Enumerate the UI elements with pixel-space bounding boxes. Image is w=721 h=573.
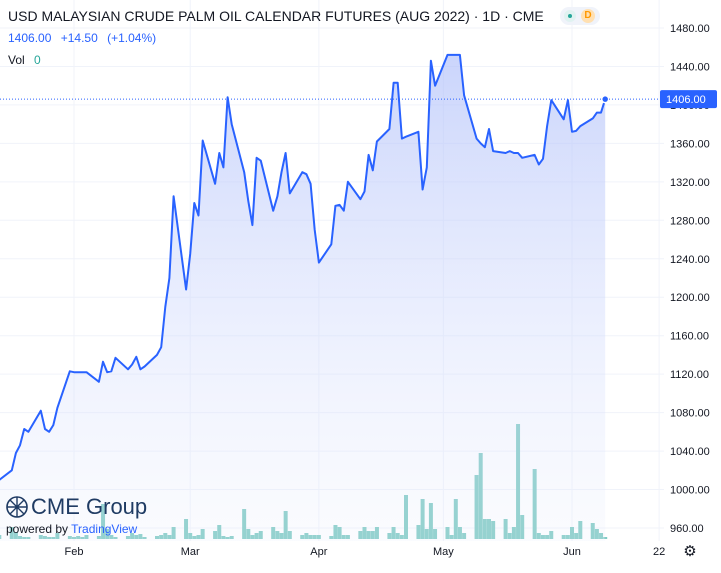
powered-by-text: powered by — [6, 522, 69, 536]
last-price: 1406.00 — [8, 31, 52, 45]
header-separator: · — [504, 8, 509, 24]
y-tick-label: 1240.00 — [670, 254, 710, 266]
gear-icon[interactable]: ⚙ — [683, 543, 697, 560]
y-tick-label: 1280.00 — [670, 215, 710, 227]
volume-label: Vol — [8, 53, 25, 67]
price-area-fill — [0, 54, 606, 541]
exchange-label: CME — [512, 8, 544, 24]
y-tick-label: 1000.00 — [670, 485, 710, 497]
last-price-point — [600, 94, 610, 104]
y-tick-label: 1120.00 — [670, 369, 709, 381]
header-separator: · — [473, 8, 479, 24]
dot-icon — [564, 10, 576, 22]
y-tick-label: 1080.00 — [670, 408, 710, 420]
price-tag-bg — [660, 90, 717, 109]
market-status-badge: D — [581, 9, 595, 23]
symbol-header[interactable]: USD MALAYSIAN CRUDE PALM OIL CALENDAR FU… — [8, 8, 544, 24]
cme-globe-icon — [6, 496, 28, 518]
quote-line: 1406.00 +14.50 (+1.04%) — [8, 31, 162, 45]
y-tick-label: 1480.00 — [670, 23, 710, 35]
volume-value: 0 — [34, 53, 41, 67]
price-tag: 1406.00 — [660, 90, 717, 109]
x-tick-label: Feb — [65, 546, 84, 558]
cme-logo: CME Group — [6, 494, 147, 520]
y-tick-label: 1040.00 — [670, 446, 710, 458]
symbol-title[interactable]: USD MALAYSIAN CRUDE PALM OIL CALENDAR FU… — [8, 8, 470, 24]
price-change-percent: (+1.04%) — [107, 31, 157, 45]
volume-legend[interactable]: Vol 0 — [8, 53, 41, 67]
y-tick-label: 1200.00 — [670, 292, 710, 304]
axes: 1480.001440.001400.001360.001320.001280.… — [65, 23, 717, 558]
x-tick-label: Mar — [181, 546, 200, 558]
y-tick-label: 1360.00 — [670, 138, 710, 150]
tradingview-link[interactable]: TradingView — [71, 522, 138, 536]
y-tick-label: 1440.00 — [670, 61, 710, 73]
x-tick-label: Jun — [563, 546, 581, 558]
market-status-pill[interactable]: D — [560, 7, 600, 25]
price-area — [0, 53, 610, 541]
price-tag-label: 1406.00 — [666, 94, 706, 106]
x-tick-label: May — [433, 546, 454, 558]
price-change: +14.50 — [60, 31, 98, 45]
x-tick-label: Apr — [310, 546, 327, 558]
y-tick-label: 1320.00 — [670, 177, 710, 189]
price-line — [0, 53, 607, 481]
x-tick-label: 22 — [653, 546, 665, 558]
branding[interactable]: CME Group powered by TradingView — [6, 494, 147, 536]
y-tick-label: 1160.00 — [670, 331, 709, 343]
y-tick-label: 960.00 — [670, 523, 704, 535]
powered-by[interactable]: powered by TradingView — [6, 522, 147, 536]
interval-label[interactable]: 1D — [482, 8, 501, 24]
logo-text: CME Group — [31, 494, 148, 519]
